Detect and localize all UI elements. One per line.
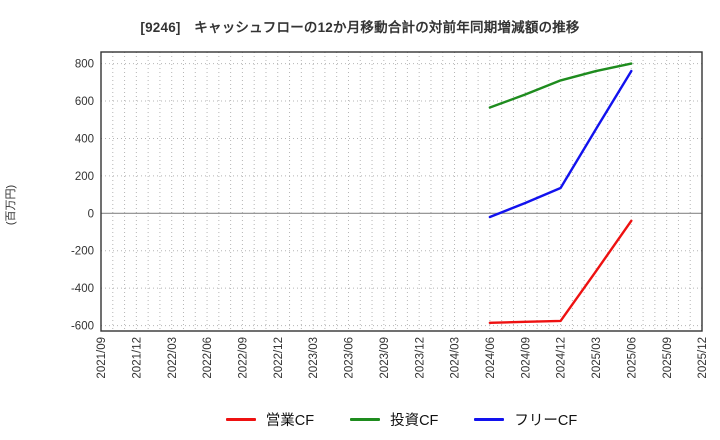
legend-label-operating-cf: 営業CF	[265, 412, 315, 429]
x-tick-label: 2023/06	[344, 337, 356, 379]
x-tick-label: 2021/09	[96, 337, 108, 379]
y-tick-label: 800	[75, 59, 94, 71]
y-tick-label: -400	[71, 283, 94, 295]
x-tick-label: 2025/03	[591, 337, 603, 379]
x-tick-label: 2022/09	[238, 337, 250, 379]
plot-frame	[100, 51, 703, 332]
legend-item-free-cf: フリーCF	[474, 409, 577, 430]
y-tick-label: -600	[71, 321, 94, 333]
series-line-free-cf	[488, 69, 633, 219]
x-tick-label: 2023/12	[414, 337, 426, 379]
x-tick-label: 2024/03	[450, 337, 462, 379]
y-tick-label: 600	[75, 96, 94, 108]
legend-swatch-operating-cf	[225, 417, 256, 421]
x-tick-label: 2022/03	[167, 337, 179, 379]
x-tick-label: 2022/12	[273, 337, 285, 379]
legend: 営業CF 投資CF フリーCF	[101, 404, 702, 434]
y-tick-label: 400	[75, 133, 94, 145]
x-tick-label: 2025/06	[626, 337, 638, 379]
x-tick-label: 2023/03	[308, 337, 320, 379]
x-tick-label: 2022/06	[202, 337, 214, 379]
x-tick-label: 2024/06	[485, 337, 497, 379]
y-axis-unit-label: (百万円)	[5, 185, 17, 225]
x-tick-label: 2025/09	[662, 337, 674, 379]
legend-label-investing-cf: 投資CF	[390, 412, 439, 429]
series-line-investing-cf	[488, 62, 633, 109]
x-tick-label: 2023/09	[379, 337, 391, 379]
series-line-operating-cf	[488, 219, 633, 324]
legend-swatch-investing-cf	[350, 417, 381, 421]
legend-label-free-cf: フリーCF	[514, 412, 578, 429]
y-tick-label: -200	[71, 246, 94, 258]
legend-item-investing-cf: 投資CF	[350, 409, 438, 430]
y-tick-label: 0	[88, 208, 94, 220]
chart-title: [9246] キャッシュフローの12か月移動合計の対前年同期増減額の推移	[140, 20, 580, 35]
x-tick-label: 2024/09	[520, 337, 532, 379]
y-tick-label: 200	[75, 171, 94, 183]
legend-item-operating-cf: 営業CF	[225, 409, 315, 430]
x-tick-label: 2021/12	[131, 337, 143, 379]
x-tick-label: 2024/12	[556, 337, 568, 379]
x-tick-label: 2025/12	[697, 337, 709, 379]
legend-swatch-free-cf	[474, 417, 505, 421]
